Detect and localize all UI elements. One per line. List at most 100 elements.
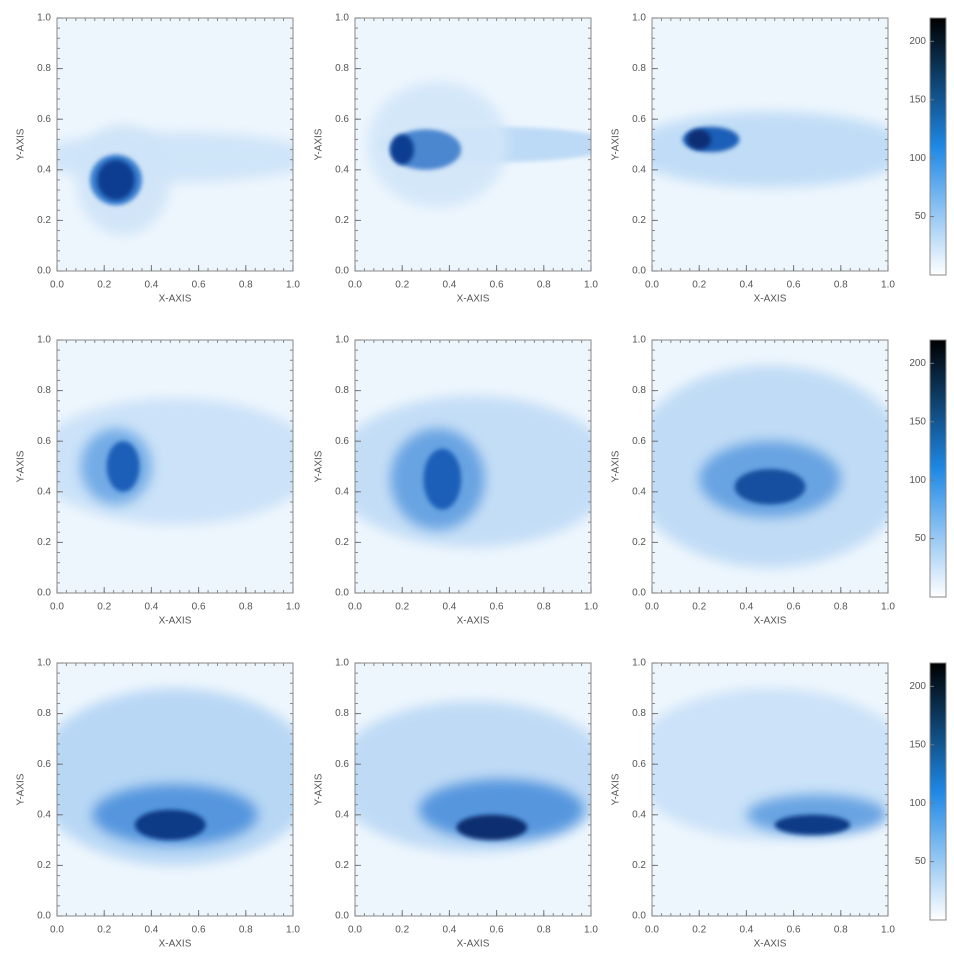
y-tick-label: 0.4 <box>632 486 646 497</box>
field <box>628 688 911 840</box>
x-tick-label: 0.0 <box>348 925 362 936</box>
panel: 0.00.20.40.60.81.00.00.20.40.60.81.0X-AX… <box>314 13 615 305</box>
colorbar-tick-label: 200 <box>909 36 926 47</box>
y-tick-label: 1.0 <box>335 658 349 669</box>
y-axis-title: Y-AXIS <box>611 450 622 482</box>
x-tick-label: 1.0 <box>584 602 598 613</box>
x-tick-label: 0.8 <box>834 280 848 291</box>
x-tick-label: 0.8 <box>239 280 253 291</box>
x-tick-label: 0.2 <box>395 925 409 936</box>
y-tick-label: 0.2 <box>37 537 51 548</box>
y-tick-label: 0.2 <box>632 860 646 871</box>
y-tick-label: 1.0 <box>632 13 646 24</box>
y-tick-label: 0.6 <box>37 759 51 770</box>
x-tick-label: 0.4 <box>739 602 753 613</box>
x-tick-label: 0.8 <box>537 602 551 613</box>
panel: 0.00.20.40.60.81.00.00.20.40.60.81.0X-AX… <box>314 658 615 950</box>
colorbar-tick-label: 50 <box>915 533 927 544</box>
colorbar <box>930 340 946 597</box>
y-tick-label: 0.4 <box>335 809 349 820</box>
y-tick-label: 0.0 <box>37 911 51 922</box>
x-axis-title: X-AXIS <box>159 939 192 950</box>
y-axis-title: Y-AXIS <box>16 450 27 482</box>
y-tick-label: 0.2 <box>632 215 646 226</box>
x-tick-label: 0.6 <box>192 602 206 613</box>
y-axis-title: Y-AXIS <box>16 128 27 160</box>
x-tick-label: 1.0 <box>286 602 300 613</box>
x-tick-label: 1.0 <box>286 925 300 936</box>
y-tick-label: 0.4 <box>37 164 51 175</box>
colorbar-tick-label: 200 <box>909 358 926 369</box>
field <box>331 396 614 548</box>
field-structure <box>107 441 140 492</box>
y-axis-title: Y-AXIS <box>314 450 325 482</box>
x-tick-label: 0.2 <box>692 280 706 291</box>
field <box>33 398 316 525</box>
x-tick-label: 0.6 <box>787 602 801 613</box>
x-tick-label: 1.0 <box>584 925 598 936</box>
field-structure <box>135 810 206 840</box>
x-tick-label: 0.6 <box>490 602 504 613</box>
x-tick-label: 0.0 <box>645 280 659 291</box>
y-tick-label: 0.2 <box>335 860 349 871</box>
y-tick-label: 0.2 <box>335 537 349 548</box>
x-tick-label: 0.8 <box>537 280 551 291</box>
x-tick-label: 0.6 <box>192 925 206 936</box>
x-tick-label: 0.2 <box>692 925 706 936</box>
y-tick-label: 0.4 <box>37 809 51 820</box>
colorbar-tick-label: 150 <box>909 739 926 750</box>
y-tick-label: 0.6 <box>632 114 646 125</box>
figure: 0.0 0.2 0.4 0.6 0.8 1.0 0.0 0.2 0.4 0.6 0.8 1.0 X-AX… <box>0 0 954 975</box>
field-structure <box>775 815 851 835</box>
x-tick-label: 0.2 <box>97 280 111 291</box>
field <box>628 112 911 188</box>
field-structure <box>456 815 527 840</box>
x-tick-label: 0.2 <box>97 925 111 936</box>
y-tick-label: 0.0 <box>632 266 646 277</box>
x-tick-label: 0.8 <box>834 602 848 613</box>
y-tick-label: 0.6 <box>335 759 349 770</box>
x-tick-label: 0.0 <box>50 925 64 936</box>
x-tick-label: 0.4 <box>144 925 158 936</box>
x-tick-label: 0.2 <box>692 602 706 613</box>
y-tick-label: 0.6 <box>632 436 646 447</box>
field-structure <box>97 160 135 200</box>
y-tick-label: 0.8 <box>632 63 646 74</box>
y-tick-label: 0.8 <box>335 63 349 74</box>
y-tick-label: 0.0 <box>37 266 51 277</box>
x-axis-title: X-AXIS <box>457 616 490 627</box>
y-tick-label: 0.6 <box>335 114 349 125</box>
x-axis-title: X-AXIS <box>754 616 787 627</box>
y-tick-label: 0.4 <box>632 809 646 820</box>
y-tick-label: 0.8 <box>37 63 51 74</box>
field-structure <box>423 449 461 510</box>
x-tick-label: 0.6 <box>787 925 801 936</box>
x-axis-title: X-AXIS <box>457 294 490 305</box>
y-tick-label: 0.0 <box>632 588 646 599</box>
field-structure <box>687 129 711 149</box>
x-tick-label: 0.4 <box>739 925 753 936</box>
x-tick-label: 0.2 <box>395 280 409 291</box>
colorbar-tick-label: 200 <box>909 681 926 692</box>
y-axis-title: Y-AXIS <box>16 773 27 805</box>
y-tick-label: 0.4 <box>37 486 51 497</box>
x-tick-label: 0.0 <box>50 280 64 291</box>
colorbar-tick-label: 100 <box>909 798 926 809</box>
y-tick-label: 1.0 <box>632 658 646 669</box>
y-tick-label: 0.6 <box>37 436 51 447</box>
x-tick-label: 0.4 <box>442 602 456 613</box>
y-tick-label: 0.4 <box>335 164 349 175</box>
x-tick-label: 0.2 <box>395 602 409 613</box>
x-tick-label: 0.6 <box>490 280 504 291</box>
y-axis-title: Y-AXIS <box>314 128 325 160</box>
x-tick-label: 0.4 <box>739 280 753 291</box>
y-tick-label: 0.8 <box>632 708 646 719</box>
y-tick-label: 0.8 <box>37 385 51 396</box>
colorbar-tick-label: 50 <box>915 856 927 867</box>
y-tick-label: 1.0 <box>37 658 51 669</box>
x-tick-label: 1.0 <box>286 280 300 291</box>
